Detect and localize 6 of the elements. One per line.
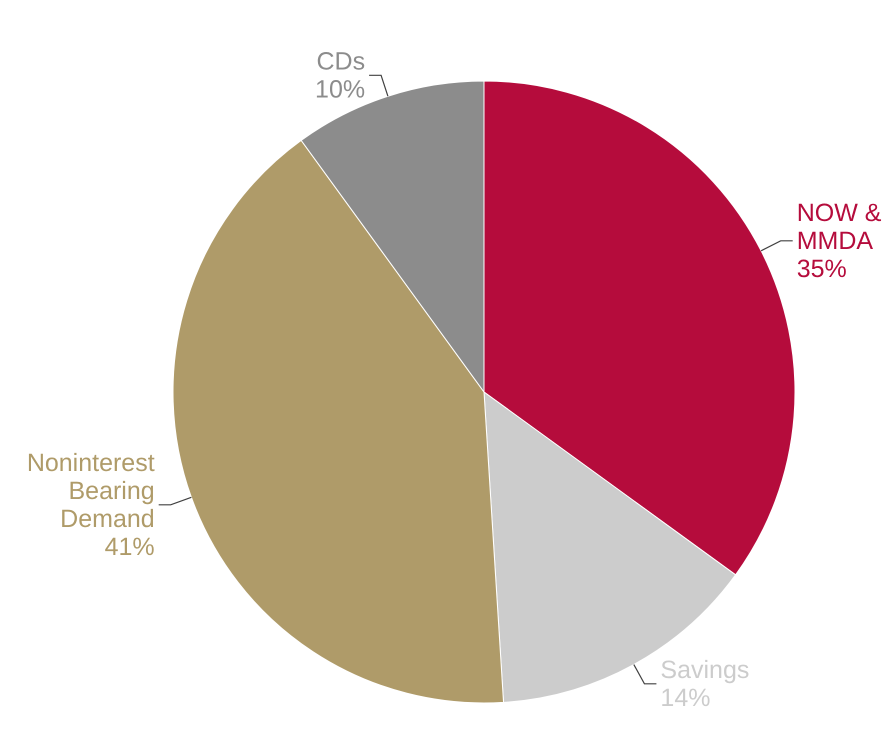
data-label: 10% [315, 75, 366, 104]
data-label: 35% [796, 254, 847, 283]
data-label: 41% [104, 532, 155, 561]
slice-label: NOW & MMDA [796, 198, 882, 255]
slice-label: Noninterest Bearing Demand [26, 448, 155, 533]
slice-label: CDs [316, 47, 366, 76]
